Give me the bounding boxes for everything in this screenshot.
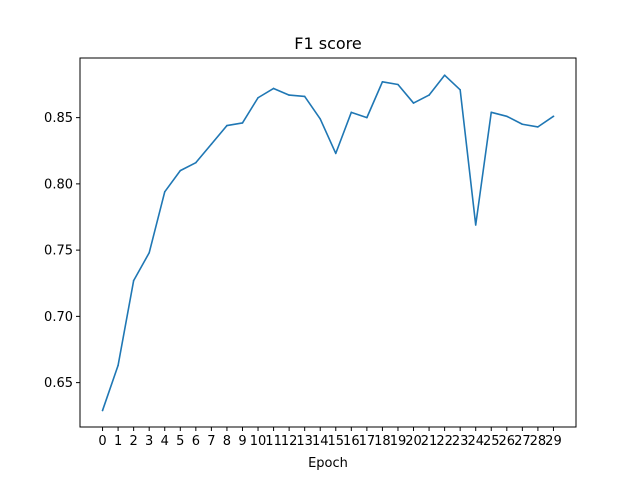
x-tick-label: 6: [192, 434, 200, 449]
data-point: [288, 94, 290, 96]
data-point: [272, 87, 275, 90]
series-line: [101, 74, 555, 412]
data-point: [506, 115, 508, 118]
x-tick-label: 11: [265, 434, 282, 449]
data-point: [381, 81, 384, 83]
plot-frame: [79, 57, 577, 428]
x-tick-label: 20: [405, 434, 422, 449]
x-tick-label: 21: [421, 434, 438, 449]
x-tick-label: 25: [483, 434, 500, 449]
data-point: [397, 83, 399, 86]
data-point: [226, 124, 228, 127]
data-point: [163, 191, 166, 193]
x-tick-label: 0: [98, 434, 106, 449]
x-tick-label: 5: [176, 434, 184, 449]
data-point: [179, 169, 182, 172]
data-point: [132, 279, 135, 282]
y-tick-label: 0.80: [44, 177, 73, 192]
y-tick-label: 0.70: [44, 310, 73, 325]
y-tick-label: 0.85: [44, 111, 73, 126]
x-tick-label: 27: [514, 434, 531, 449]
data-point: [117, 364, 119, 367]
x-tick-label: 9: [238, 434, 246, 449]
x-tick-label: 8: [223, 434, 231, 449]
x-tick-label: 28: [530, 434, 547, 449]
data-point: [474, 224, 477, 226]
data-point: [552, 115, 555, 118]
x-tick-label: 3: [145, 434, 153, 449]
data-point: [210, 143, 213, 145]
x-tick-label: 19: [390, 434, 407, 449]
x-tick-label: 12: [281, 434, 298, 449]
x-tick-label: 1: [114, 434, 122, 449]
x-tick-label: 16: [343, 434, 360, 449]
x-tick-label: 10: [250, 434, 267, 449]
x-tick-label: 4: [161, 434, 169, 449]
data-point: [366, 116, 368, 119]
data-point: [412, 102, 415, 104]
data-point: [195, 161, 197, 164]
data-point: [319, 118, 322, 120]
data-point: [521, 123, 524, 126]
x-tick-label: 15: [328, 434, 345, 449]
data-point: [101, 409, 104, 412]
data-point: [241, 122, 244, 124]
data-point: [428, 94, 430, 96]
data-point: [490, 111, 493, 114]
y-tick-label: 0.75: [44, 244, 73, 259]
data-point: [350, 111, 353, 114]
x-tick-label: 14: [312, 434, 329, 449]
data-point: [537, 126, 539, 128]
x-tick-label: 23: [452, 434, 469, 449]
data-point: [148, 251, 150, 254]
plot-area: [101, 74, 555, 412]
chart-title: F1 score: [294, 34, 361, 53]
x-axis: 0 1 2 3 4 5 6 7 8 9 10 11 12 13 14 15 16 17 18 19 20 21 22 23 24…: [98, 427, 562, 449]
x-tick-label: 26: [499, 434, 516, 449]
x-tick-label: 18: [374, 434, 391, 449]
x-tick-label: 22: [436, 434, 453, 449]
x-tick-label: 17: [359, 434, 376, 449]
data-point: [443, 74, 446, 77]
x-tick-label: 24: [467, 434, 484, 449]
x-tick-label: 2: [130, 434, 138, 449]
data-point: [257, 96, 259, 99]
x-tick-label: 29: [545, 434, 562, 449]
data-point: [459, 88, 461, 91]
x-axis-label: Epoch: [308, 456, 348, 471]
x-tick-label: 13: [296, 434, 313, 449]
y-axis: 0.65 0.70 0.75 0.80 0.85: [44, 111, 80, 391]
data-point: [303, 95, 306, 98]
y-tick-label: 0.65: [44, 376, 73, 391]
data-point: [334, 152, 337, 155]
x-tick-label: 7: [207, 434, 215, 449]
